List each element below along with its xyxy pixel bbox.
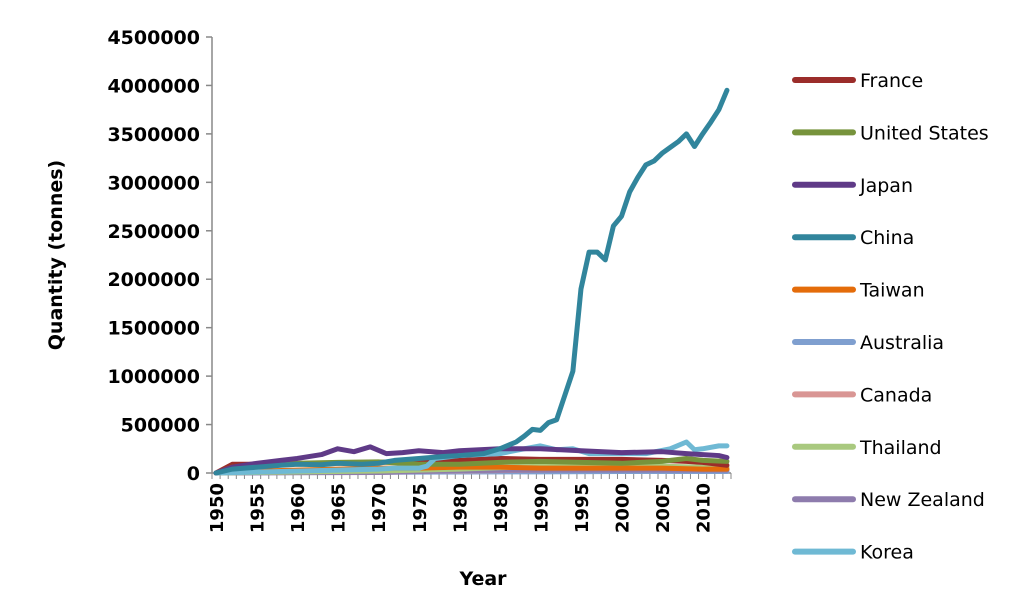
legend-item: Thailand [792,437,942,459]
legend-label: New Zealand [860,489,985,511]
y-tick-label: 0 [187,463,200,485]
legend-label: Taiwan [859,280,925,302]
x-tick-label: 2000 [613,483,634,533]
legend-item: Japan [792,175,913,197]
y-tick-label: 4000000 [107,75,200,97]
legend-item: United States [792,122,989,144]
legend-item: Australia [792,332,944,354]
x-tick-label: 1960 [288,483,309,533]
y-tick-label: 2500000 [107,221,200,243]
x-axis-title: Year [458,568,507,590]
legend-item: New Zealand [792,489,985,511]
x-tick-label: 1975 [410,483,431,533]
legend-label: France [860,70,923,92]
legend-label: Korea [860,542,914,564]
x-tick-label: 2005 [653,483,674,533]
series-lines [213,87,730,476]
legend-item: Korea [792,542,914,564]
x-axis: 1950 1955 1960 1965 1970 1975 1980 1985 1990 1995… [207,472,732,533]
x-tick-label: 1955 [248,483,269,533]
series-line-japan [213,444,730,476]
legend-item: Canada [792,384,932,406]
y-axis: 0 500000 1000000 1500000 2000000 2500000 30000… [107,27,213,485]
series-line-china [213,87,730,476]
legend-label: Australia [860,332,944,354]
legend-item: Taiwan [792,280,925,302]
legend-item: China [792,227,914,249]
x-tick-label: 1990 [531,483,552,533]
legend-label: China [860,227,914,249]
x-tick-label: 1995 [572,483,593,533]
y-tick-label: 2000000 [107,269,200,291]
x-tick-label: 1950 [207,483,228,533]
y-tick-label: 3500000 [107,124,200,146]
y-axis-title: Quantity (tonnes) [45,160,67,350]
x-tick-label: 1985 [491,483,512,533]
y-tick-label: 3000000 [107,172,200,194]
x-tick-label: 1970 [369,483,390,533]
legend-label: Canada [860,384,932,406]
x-tick-label: 1965 [329,483,350,533]
legend-label: Thailand [859,437,942,459]
legend-label: United States [860,122,989,144]
y-tick-label: 4500000 [107,27,200,49]
legend-item: France [792,70,923,92]
x-tick-label: 1980 [450,483,471,533]
y-tick-label: 1500000 [107,318,200,340]
legend-label: Japan [859,175,913,197]
x-tick-label: 2010 [694,483,715,533]
y-tick-label: 1000000 [107,366,200,388]
legend: France United States Japan China Taiwan Austr… [792,70,989,564]
y-tick-label: 500000 [121,415,200,437]
